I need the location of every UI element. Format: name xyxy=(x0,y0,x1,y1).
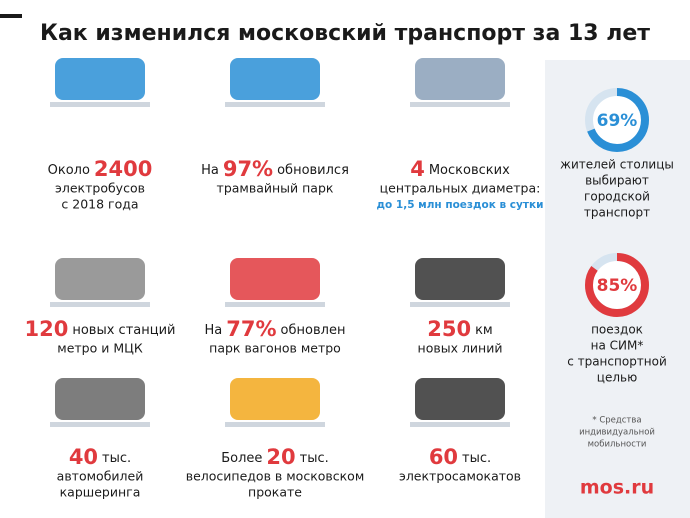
item-text: автомобилей xyxy=(57,469,144,484)
donut-label: 85% xyxy=(597,276,638,296)
icon xyxy=(230,258,320,300)
stat-text: целью xyxy=(597,371,637,385)
title-dash xyxy=(0,14,22,18)
item-number: 2400 xyxy=(94,157,152,181)
item-text: прокате xyxy=(248,485,302,500)
donut-label: 69% xyxy=(597,111,638,131)
item-headline: На 97% обновился xyxy=(201,157,349,181)
item-number: 120 xyxy=(25,317,69,341)
item-headline: 60 тыс. xyxy=(429,445,491,469)
footnote: мобильности xyxy=(588,440,647,450)
item-suffix: обновился xyxy=(277,163,349,178)
icon-shadow xyxy=(410,422,510,427)
icon xyxy=(55,258,145,300)
icon-shadow xyxy=(50,422,150,427)
icon xyxy=(415,58,505,100)
item-prefix: Более xyxy=(221,451,262,466)
item-headline: Около 2400 xyxy=(48,157,153,181)
item-prefix: На xyxy=(205,323,223,338)
footnote: * Средства xyxy=(592,416,641,426)
footnote: индивидуальной xyxy=(579,428,655,438)
item-number: 77% xyxy=(226,317,276,341)
donut-arc xyxy=(585,253,649,317)
item-headline: 250 км xyxy=(427,317,493,341)
item-headline: 40 тыс. xyxy=(69,445,131,469)
item-suffix: обновлен xyxy=(281,323,346,338)
item-headline: Более 20 тыс. xyxy=(221,445,329,469)
item-text: парк вагонов метро xyxy=(209,341,341,356)
item-number: 20 xyxy=(266,445,295,469)
item-text: центральных диаметра: xyxy=(380,181,541,196)
item-number: 250 xyxy=(427,317,471,341)
item-headline: На 77% обновлен xyxy=(205,317,346,341)
item-prefix: На xyxy=(201,163,219,178)
item-text: трамвайный парк xyxy=(217,181,334,196)
icon-shadow xyxy=(225,422,325,427)
icon xyxy=(230,58,320,100)
item-text: велосипедов в московском xyxy=(186,469,365,484)
item-text: новых линий xyxy=(418,341,503,356)
icon-shadow xyxy=(50,102,150,107)
stat-text: поездок xyxy=(591,323,643,337)
icon xyxy=(230,378,320,420)
icon xyxy=(55,58,145,100)
stat-text: на СИМ* xyxy=(591,339,644,353)
stat-text: выбирают xyxy=(585,174,649,188)
icon xyxy=(415,378,505,420)
icon xyxy=(55,378,145,420)
item-suffix: тыс. xyxy=(462,451,491,466)
item-suffix: Московских xyxy=(429,163,510,178)
item-suffix: тыс. xyxy=(300,451,329,466)
item-number: 60 xyxy=(429,445,458,469)
item-headline: 120 новых станций xyxy=(25,317,176,341)
item-text: с 2018 года xyxy=(61,197,138,212)
item-number: 40 xyxy=(69,445,98,469)
item-number: 4 xyxy=(410,157,425,181)
stat-text: с транспортной xyxy=(567,355,667,369)
icon-shadow xyxy=(225,302,325,307)
icon-shadow xyxy=(410,102,510,107)
item-prefix: Около xyxy=(48,163,90,178)
stat-text: городской xyxy=(584,190,650,204)
item-number: 97% xyxy=(223,157,273,181)
item-suffix: км xyxy=(475,323,493,338)
item-note: до 1,5 млн поездок в сутки xyxy=(377,199,544,211)
item-suffix: новых станций xyxy=(72,323,175,338)
item-text: электробусов xyxy=(55,181,145,196)
icon-shadow xyxy=(225,102,325,107)
item-text: каршеринга xyxy=(60,485,141,500)
icon-shadow xyxy=(410,302,510,307)
brand: mos.ru xyxy=(580,477,654,499)
item-suffix: тыс. xyxy=(102,451,131,466)
icon xyxy=(415,258,505,300)
icon-shadow xyxy=(50,302,150,307)
item-headline: 4 Московских xyxy=(410,157,510,181)
donut-arc xyxy=(585,88,649,152)
stat-text: транспорт xyxy=(584,206,650,220)
item-text: метро и МЦК xyxy=(57,341,143,356)
stat-text: жителей столицы xyxy=(560,158,674,172)
item-text: электросамокатов xyxy=(399,469,521,484)
title: Как изменился московский транспорт за 13… xyxy=(40,21,650,46)
